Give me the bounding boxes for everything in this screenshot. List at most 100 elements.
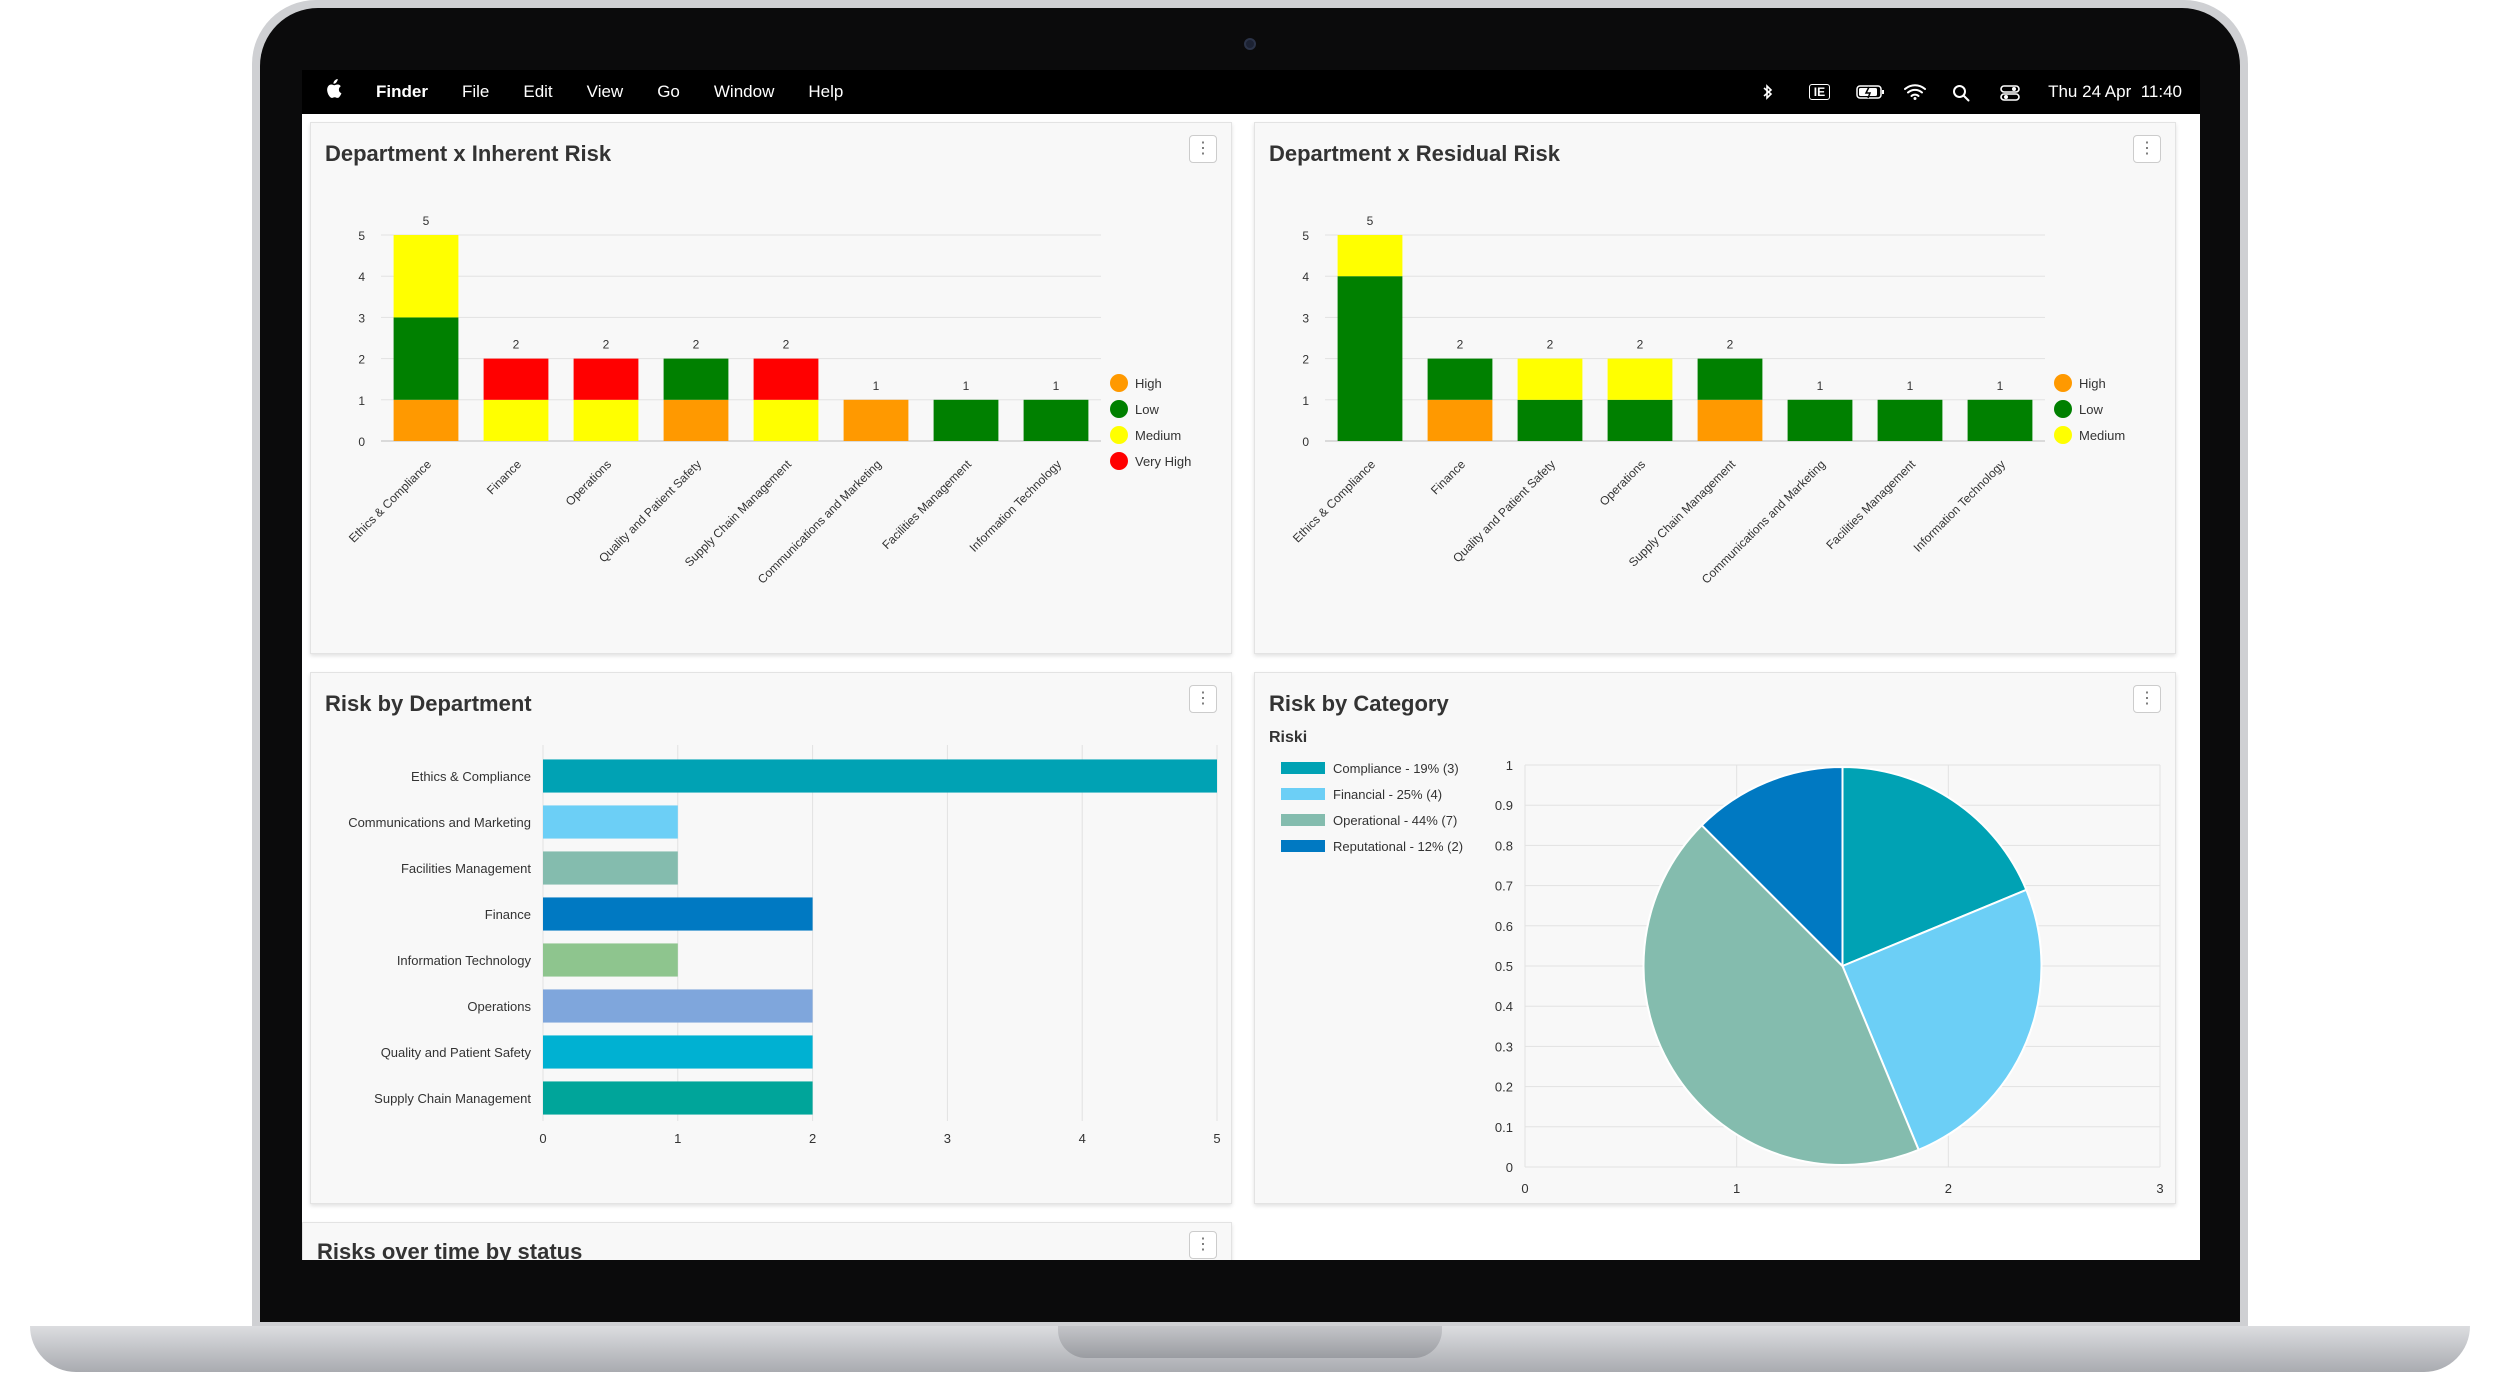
x-tick-label: Facilities Management bbox=[879, 457, 974, 552]
x-tick-label: Ethics & Compliance bbox=[1290, 457, 1378, 545]
bar-segment bbox=[1427, 399, 1493, 441]
x-tick-label: 0 bbox=[539, 1131, 546, 1146]
inherent-risk-chart: 0 1 2 3 4 5 5 Ethics & Compliance 2 Finance 2 Opera… bbox=[346, 214, 1191, 586]
bar-segment bbox=[1697, 399, 1763, 441]
y-tick-label: 0.9 bbox=[1495, 798, 1513, 813]
menu-clock[interactable]: Thu 24 Apr 11:40 bbox=[2048, 82, 2182, 101]
wifi-icon[interactable] bbox=[1904, 84, 1927, 100]
card-risks-over-time: Risks over time by status ⋮ bbox=[302, 1222, 1232, 1260]
chart-subtitle: Riski bbox=[1269, 729, 1308, 746]
card-title: Risk by Category bbox=[1269, 691, 1449, 716]
y-tick-label: Communications and Marketing bbox=[348, 815, 531, 830]
card-menu-button[interactable]: ⋮ bbox=[2133, 685, 2161, 713]
card-menu-button[interactable]: ⋮ bbox=[1189, 135, 1217, 163]
menu-view[interactable]: View bbox=[586, 82, 624, 101]
data-label: 2 bbox=[1547, 338, 1554, 352]
legend-marker bbox=[1281, 814, 1325, 826]
screen: Finder File Edit View Go Window Help IE bbox=[302, 70, 2200, 1260]
data-label: 2 bbox=[1727, 338, 1734, 352]
bar bbox=[543, 805, 678, 839]
x-tick-label: 2 bbox=[1945, 1181, 1952, 1196]
x-tick-label: 3 bbox=[2156, 1181, 2163, 1196]
bar-segment bbox=[1697, 358, 1763, 400]
card-menu-button[interactable]: ⋮ bbox=[2133, 135, 2161, 163]
bar-segment bbox=[753, 358, 819, 400]
bar-segment bbox=[393, 399, 459, 441]
camera-icon bbox=[1244, 38, 1256, 50]
bar-segment bbox=[1023, 399, 1089, 441]
y-tick-label: 0.8 bbox=[1495, 838, 1513, 853]
bar-segment bbox=[843, 399, 909, 441]
y-tick-label: 4 bbox=[1302, 270, 1309, 284]
x-tick-label: Quality and Patient Safety bbox=[596, 457, 704, 565]
bar-segment bbox=[663, 399, 729, 441]
y-tick-label: 0 bbox=[1302, 435, 1309, 449]
data-label: 1 bbox=[1907, 379, 1914, 393]
y-tick-label: 0.3 bbox=[1495, 1039, 1513, 1054]
legend-label: Medium bbox=[2079, 428, 2125, 443]
y-tick-label: Supply Chain Management bbox=[374, 1091, 531, 1106]
y-tick-label: Finance bbox=[485, 907, 531, 922]
legend-marker bbox=[1281, 840, 1325, 852]
card-menu-button[interactable]: ⋮ bbox=[1189, 1231, 1217, 1259]
bar-segment bbox=[1607, 358, 1673, 400]
data-label: 1 bbox=[873, 379, 880, 393]
y-tick-label: 0 bbox=[358, 435, 365, 449]
bar bbox=[543, 1035, 813, 1069]
menu-app-name[interactable]: Finder bbox=[376, 82, 428, 101]
card-title: Department x Residual Risk bbox=[1269, 141, 1560, 166]
menu-go[interactable]: Go bbox=[657, 82, 680, 101]
y-tick-label: Operations bbox=[467, 999, 531, 1014]
residual-risk-chart: 0 1 2 3 4 5 5 Ethics & Compliance 2 Finance 2 Quali… bbox=[1290, 214, 2125, 586]
y-tick-label: 3 bbox=[358, 311, 365, 325]
y-tick-label: 0 bbox=[1506, 1160, 1513, 1175]
y-tick-label: 1 bbox=[1302, 394, 1309, 408]
bar-segment bbox=[483, 358, 549, 400]
battery-icon[interactable] bbox=[1856, 84, 1885, 100]
menu-file[interactable]: File bbox=[461, 82, 490, 101]
menu-edit[interactable]: Edit bbox=[523, 82, 553, 101]
bar-segment bbox=[1337, 235, 1403, 277]
search-icon[interactable] bbox=[1952, 84, 1974, 102]
data-label: 5 bbox=[423, 214, 430, 228]
menu-window[interactable]: Window bbox=[713, 82, 775, 101]
legend-label: High bbox=[1135, 376, 1162, 391]
card-menu-button[interactable]: ⋮ bbox=[1189, 685, 1217, 713]
data-label: 2 bbox=[1637, 338, 1644, 352]
card-inherent-risk: Department x Inherent Risk ⋮ 0 1 2 3 4 5 5 Ethi… bbox=[310, 122, 1232, 654]
y-tick-label: Quality and Patient Safety bbox=[381, 1045, 532, 1060]
bar-segment bbox=[393, 235, 459, 318]
pie-slice bbox=[1841, 766, 2028, 968]
data-label: 2 bbox=[1457, 338, 1464, 352]
x-tick-label: Finance bbox=[1428, 457, 1468, 497]
card-title: Risk by Department bbox=[325, 691, 532, 716]
control-center-icon[interactable] bbox=[2000, 84, 2022, 101]
bar bbox=[543, 759, 1217, 793]
bar-segment bbox=[753, 399, 819, 441]
apple-icon[interactable] bbox=[324, 79, 342, 105]
bluetooth-icon[interactable] bbox=[1761, 84, 1783, 100]
y-tick-label: Information Technology bbox=[397, 953, 532, 968]
card-residual-risk: Department x Residual Risk ⋮ 0 1 2 3 4 5 5 Ethi… bbox=[1254, 122, 2176, 654]
bar-segment bbox=[1877, 399, 1943, 441]
bar-segment bbox=[573, 358, 639, 400]
legend-marker bbox=[1281, 788, 1325, 800]
x-tick-label: Facilities Management bbox=[1823, 457, 1918, 552]
y-tick-label: 3 bbox=[1302, 311, 1309, 325]
x-tick-label: 5 bbox=[1213, 1131, 1220, 1146]
card-risk-by-category: Risk by Category Riski ⋮ 0 0.1 0.2 0.3 0.4 0.… bbox=[1254, 672, 2176, 1204]
legend-label: Financial - 25% (4) bbox=[1333, 787, 1442, 802]
data-label: 2 bbox=[513, 338, 520, 352]
bar-segment bbox=[1607, 399, 1673, 441]
menu-help[interactable]: Help bbox=[808, 82, 844, 101]
y-tick-label: 0.6 bbox=[1495, 919, 1513, 934]
y-tick-label: 5 bbox=[1302, 229, 1309, 243]
dashboard: Department x Inherent Risk ⋮ 0 1 2 3 4 5 5 Ethi… bbox=[302, 114, 2200, 1260]
y-tick-label: 1 bbox=[1506, 758, 1513, 773]
y-tick-label: 0.2 bbox=[1495, 1080, 1513, 1095]
input-source-icon[interactable]: IE bbox=[1808, 84, 1831, 100]
bar-segment bbox=[1787, 399, 1853, 441]
x-tick-label: Information Technology bbox=[1911, 457, 2008, 554]
x-tick-label: Information Technology bbox=[967, 457, 1064, 554]
card-title: Department x Inherent Risk bbox=[325, 141, 612, 166]
